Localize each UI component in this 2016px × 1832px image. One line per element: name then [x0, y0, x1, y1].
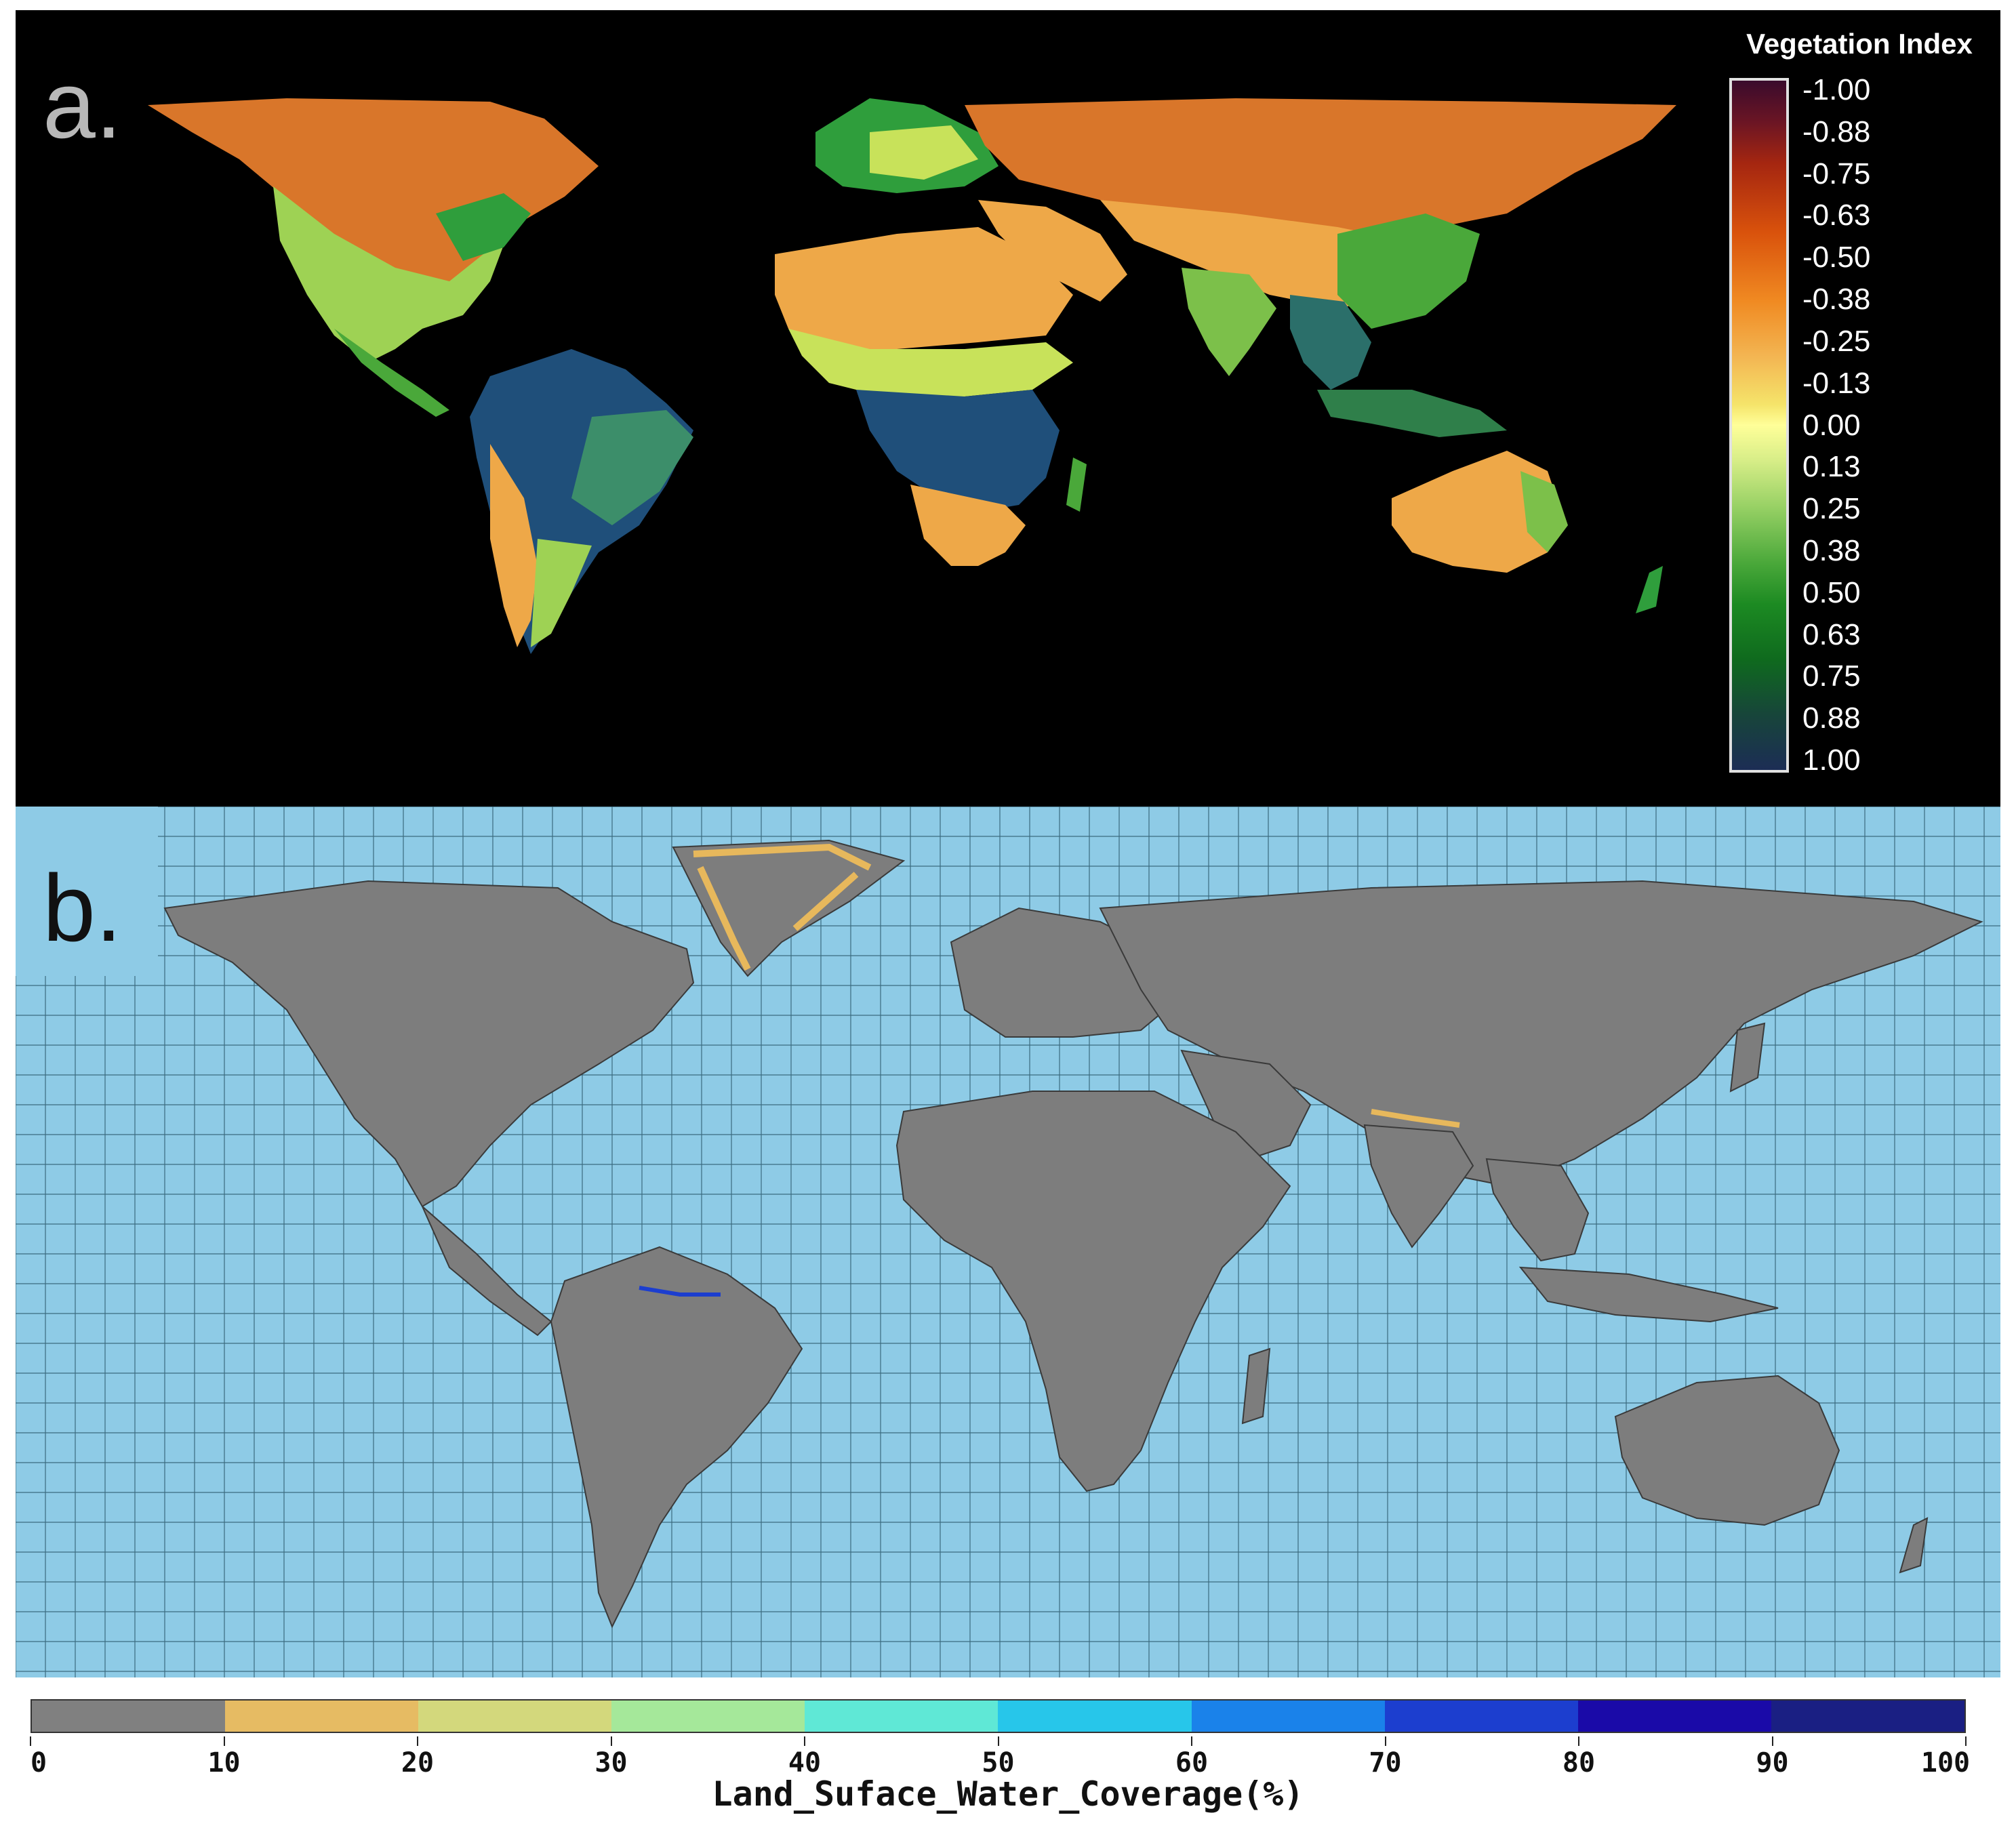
- vegetation-tick-label: 0.25: [1802, 492, 1861, 526]
- vegetation-tick-label: -0.38: [1802, 283, 1871, 317]
- water-tick-label: 50: [982, 1747, 1015, 1778]
- water-tick-mark: [1771, 1736, 1773, 1746]
- land-water-coverage-panel: b.: [16, 807, 2000, 1677]
- land-water-coverage-map: [16, 807, 2000, 1677]
- water-tick-label: 100: [1920, 1747, 1971, 1778]
- africa-land: [895, 1091, 1291, 1492]
- water-tick-mark: [1965, 1736, 1967, 1746]
- panel-b-letter: b.: [43, 855, 122, 961]
- vegetation-tick-label: 0.75: [1802, 659, 1861, 693]
- asia-veg-east: [1337, 213, 1480, 329]
- panel-b-label-background: [16, 807, 158, 976]
- africa-veg-central: [856, 390, 1060, 512]
- new-zealand-land: [1899, 1517, 1929, 1574]
- water-coverage-segment: [1384, 1701, 1578, 1732]
- southeast-asia-veg: [1290, 295, 1371, 390]
- africa-veg-north: [775, 227, 1073, 349]
- water-tick-label: 40: [788, 1747, 822, 1778]
- water-tick-mark: [610, 1736, 612, 1746]
- water-tick-mark: [804, 1736, 805, 1746]
- north-america-land: [163, 880, 695, 1208]
- water-tick-label: 60: [1175, 1747, 1209, 1778]
- vegetation-tick-label: -1.00: [1802, 73, 1871, 106]
- water-tick-mark: [997, 1736, 999, 1746]
- north-america-veg-south: [273, 186, 510, 363]
- south-america-land: [550, 1246, 803, 1629]
- new-zealand-veg: [1636, 566, 1663, 613]
- water-coverage-segment: [1577, 1701, 1771, 1732]
- himalaya-water-coverage: [1371, 1109, 1460, 1128]
- europe-veg-central: [870, 125, 978, 180]
- water-tick-mark: [1191, 1736, 1192, 1746]
- southeast-asia-land: [1485, 1158, 1590, 1262]
- water-coverage-legend-title: Land_Suface_Water_Coverage(%): [712, 1774, 1304, 1814]
- vegetation-index-map: [148, 98, 1676, 654]
- water-tick-mark: [1578, 1736, 1579, 1746]
- water-coverage-segment: [998, 1701, 1192, 1732]
- vegetation-tick-label: -0.25: [1802, 324, 1871, 358]
- central-america-veg: [334, 329, 449, 417]
- middle-east-veg: [978, 200, 1127, 302]
- water-coverage-segment: [418, 1701, 612, 1732]
- indonesia-land: [1518, 1266, 1779, 1323]
- vegetation-index-panel: a. Vegetation Index -1.00 -0.88 -0.75 -0.63…: [16, 10, 2000, 807]
- south-america-veg-south: [531, 539, 592, 647]
- india-land: [1363, 1124, 1474, 1248]
- greenland-water-coverage: [693, 843, 872, 971]
- australia-land: [1614, 1375, 1840, 1526]
- panel-a-letter: a.: [43, 52, 122, 158]
- water-tick-label: 80: [1562, 1747, 1596, 1778]
- north-america-veg-east: [436, 193, 531, 261]
- australia-veg-east: [1520, 471, 1568, 552]
- australia-veg: [1392, 451, 1561, 573]
- africa-veg-sahel: [788, 329, 1073, 396]
- vegetation-legend-title: Vegetation Index: [1746, 28, 1973, 60]
- water-tick-mark: [417, 1736, 418, 1746]
- vegetation-tick-label: 0.13: [1802, 450, 1861, 484]
- water-coverage-ticks: 0 10 20 30 40 50 60 70 80 90 100: [30, 1736, 1970, 1778]
- south-america-veg-andes: [490, 444, 538, 647]
- water-tick-label: 20: [401, 1747, 435, 1778]
- water-coverage-segment: [1771, 1701, 1964, 1732]
- vegetation-tick-label: 0.00: [1802, 408, 1861, 442]
- vegetation-tick-label: 0.63: [1802, 617, 1861, 651]
- water-tick-mark: [223, 1736, 225, 1746]
- central-america-land: [422, 1206, 552, 1337]
- water-coverage-segment: [225, 1701, 419, 1732]
- vegetation-legend-ticks: -1.00 -0.88 -0.75 -0.63 -0.50 -0.38 -0.25 -0.13…: [1802, 73, 1938, 777]
- water-coverage-colorbar: [31, 1699, 1966, 1733]
- water-tick-mark: [1384, 1736, 1386, 1746]
- madagascar-veg: [1066, 457, 1087, 512]
- north-america-veg: [148, 98, 599, 322]
- amazon-water-coverage: [639, 1286, 721, 1297]
- water-tick-label: 10: [207, 1747, 241, 1778]
- vegetation-tick-label: 0.50: [1802, 575, 1861, 609]
- vegetation-tick-label: -0.63: [1802, 199, 1871, 232]
- water-tick-label: 0: [30, 1747, 47, 1778]
- water-tick-label: 70: [1369, 1747, 1402, 1778]
- water-tick-label: 90: [1756, 1747, 1789, 1778]
- water-coverage-segment: [1191, 1701, 1385, 1732]
- india-veg: [1182, 268, 1276, 376]
- vegetation-tick-label: 1.00: [1802, 744, 1861, 777]
- water-tick-label: 30: [594, 1747, 628, 1778]
- water-coverage-segment: [611, 1701, 805, 1732]
- vegetation-tick-label: -0.75: [1802, 157, 1871, 190]
- vegetation-tick-label: -0.50: [1802, 241, 1871, 274]
- vegetation-legend-colorbar: [1729, 78, 1789, 773]
- vegetation-tick-label: -0.13: [1802, 366, 1871, 400]
- vegetation-tick-label: -0.88: [1802, 115, 1871, 148]
- vegetation-tick-label: 0.38: [1802, 533, 1861, 567]
- vegetation-tick-label: 0.88: [1802, 701, 1861, 735]
- madagascar-land: [1241, 1347, 1271, 1425]
- indonesia-veg: [1317, 390, 1507, 437]
- water-coverage-segment: [32, 1701, 226, 1732]
- water-tick-mark: [30, 1736, 31, 1746]
- asia-veg-north: [965, 98, 1676, 234]
- africa-veg-south: [910, 485, 1026, 566]
- japan-land: [1729, 1022, 1766, 1093]
- south-america-veg-east: [571, 410, 693, 525]
- water-coverage-segment: [805, 1701, 999, 1732]
